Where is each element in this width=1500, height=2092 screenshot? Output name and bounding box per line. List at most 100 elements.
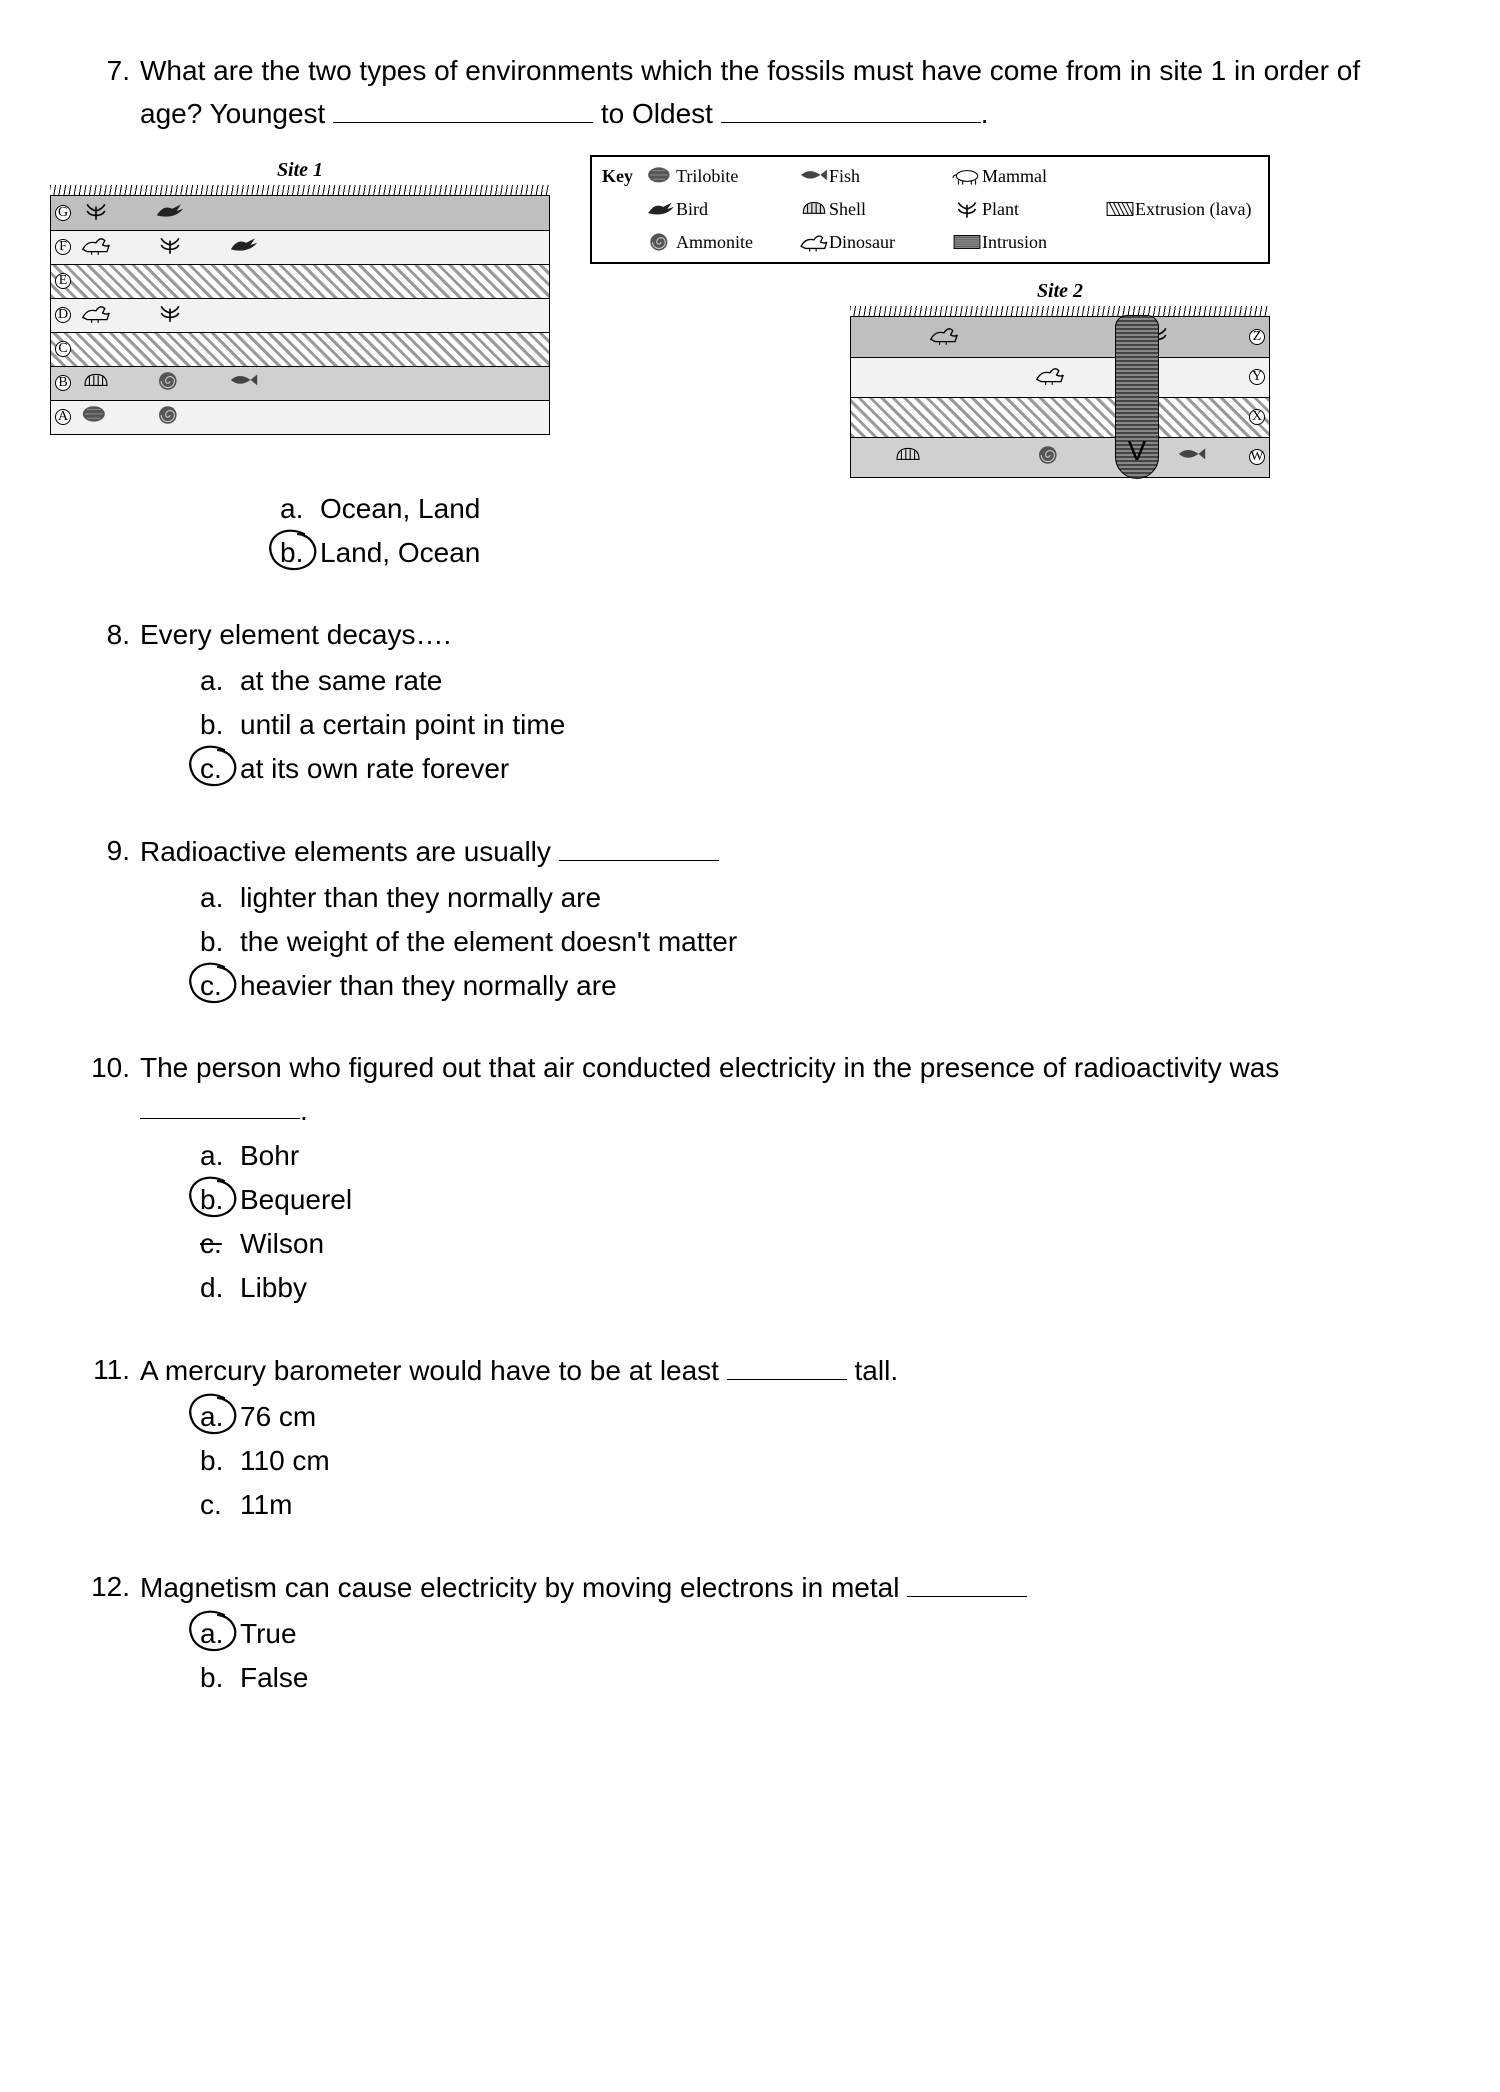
q11-blank[interactable]	[727, 1349, 847, 1380]
opt-text: Bequerel	[240, 1179, 352, 1221]
q8-option-c[interactable]: c. at its own rate forever	[200, 748, 1430, 790]
stratum-F: F	[51, 230, 549, 264]
stratum-B: B	[51, 366, 549, 400]
stratigraphy-diagram: Site 1 GFEDCBA KeyTrilobiteFishMammalBir…	[50, 155, 1430, 478]
stratum-G: G	[51, 196, 549, 230]
q12-number: 12.	[90, 1566, 140, 1609]
stratum-D: D	[51, 298, 549, 332]
stratum-tag: D	[55, 307, 71, 323]
opt-text: Ocean, Land	[320, 488, 480, 530]
opt-letter: a.	[280, 493, 303, 524]
q8-text: Every element decays….	[140, 614, 451, 656]
stratum-C: C	[51, 332, 549, 366]
stratum-tag: E	[55, 273, 71, 289]
opt-letter: c.	[200, 753, 222, 784]
stratum-E: E	[51, 264, 549, 298]
q9-text: Radioactive elements are usually	[140, 830, 719, 873]
q8-option-a[interactable]: a. at the same rate	[200, 660, 1430, 702]
q12-text: Magnetism can cause electricity by movin…	[140, 1566, 1027, 1609]
key-label: Key	[602, 163, 646, 190]
opt-letter: b.	[200, 926, 223, 957]
stratum-tag: G	[55, 205, 71, 221]
stratum-Z: Z	[851, 317, 1269, 357]
stratum-W: W	[851, 437, 1269, 477]
opt-letter: b.	[200, 1662, 223, 1693]
opt-text: at the same rate	[240, 660, 442, 702]
opt-letter: b.	[200, 709, 223, 740]
dinosaur-icon	[79, 294, 113, 336]
q7-text: What are the two types of environments w…	[140, 50, 1430, 135]
opt-text: Wilson	[240, 1223, 324, 1265]
opt-letter: a.	[200, 1140, 223, 1171]
opt-letter: a.	[200, 665, 223, 696]
q10-blank[interactable]	[140, 1089, 300, 1120]
opt-text: until a certain point in time	[240, 704, 565, 746]
opt-letter: b.	[200, 1445, 223, 1476]
q7-text-b: to Oldest	[601, 98, 713, 129]
q10-option-d[interactable]: d. Libby	[200, 1267, 1430, 1309]
opt-letter: a.	[200, 882, 223, 913]
ammonite-icon	[153, 396, 187, 438]
intrusion-body: V	[1115, 315, 1159, 479]
q11-option-c[interactable]: c.11m	[200, 1484, 1430, 1526]
site2-title: Site 2	[850, 276, 1270, 306]
stratum-Y: Y	[851, 357, 1269, 397]
stratum-tag: X	[1249, 409, 1265, 425]
q9-blank[interactable]	[559, 830, 719, 861]
q7-blank-1[interactable]	[333, 92, 593, 123]
opt-letter: c.	[200, 970, 222, 1001]
stratum-tag: C	[55, 341, 71, 357]
opt-letter: d.	[200, 1272, 223, 1303]
q7-blank-2[interactable]	[721, 92, 981, 123]
ammonite-icon	[1033, 436, 1067, 478]
opt-letter: b.	[200, 1184, 223, 1215]
fish-icon	[1175, 436, 1209, 478]
opt-letter: c.	[200, 1228, 222, 1259]
opt-letter: a.	[200, 1401, 223, 1432]
opt-text: Land, Ocean	[320, 532, 480, 574]
q12-blank[interactable]	[907, 1566, 1027, 1597]
site-1-column: Site 1 GFEDCBA	[50, 155, 550, 435]
q8-option-b[interactable]: b. until a certain point in time	[200, 704, 1430, 746]
q11-option-a[interactable]: a. 76 cm	[200, 1396, 1430, 1438]
q9-option-a[interactable]: a.lighter than they normally are	[200, 877, 1430, 919]
opt-text: True	[240, 1613, 297, 1655]
q9-option-b[interactable]: b. the weight of the element doesn't matt…	[200, 921, 1430, 963]
stratum-tag: F	[55, 239, 71, 255]
q10-number: 10.	[90, 1047, 140, 1132]
stratum-tag: Z	[1249, 329, 1265, 345]
q7-number: 7.	[90, 50, 140, 135]
opt-letter: a.	[200, 1618, 223, 1649]
opt-text: the weight of the element doesn't matter	[240, 921, 737, 963]
q10-option-b[interactable]: b. Bequerel	[200, 1179, 1430, 1221]
question-12: 12. Magnetism can cause electricity by m…	[90, 1566, 1430, 1699]
shell-icon	[891, 436, 925, 478]
opt-text: False	[240, 1657, 308, 1699]
question-11: 11. A mercury barometer would have to be…	[90, 1349, 1430, 1526]
dinosaur-icon	[1033, 356, 1067, 398]
question-list: 7. What are the two types of environment…	[90, 50, 1430, 1699]
q12-option-b[interactable]: b. False	[200, 1657, 1430, 1699]
question-8: 8. Every element decays…. a.at the same …	[90, 614, 1430, 790]
site1-strata: GFEDCBA	[50, 195, 550, 435]
q10-text: The person who figured out that air cond…	[140, 1047, 1430, 1132]
q7-option-a[interactable]: a. Ocean, Land	[280, 488, 1430, 530]
stratum-X: X	[851, 397, 1269, 437]
q10-option-a[interactable]: a.Bohr	[200, 1135, 1430, 1177]
q12-option-a[interactable]: a. True	[200, 1613, 1430, 1655]
opt-text: at its own rate forever	[240, 748, 509, 790]
stratum-tag: Y	[1249, 369, 1265, 385]
opt-text: heavier than they normally are	[240, 965, 617, 1007]
q10-option-c[interactable]: c. Wilson	[200, 1223, 1430, 1265]
opt-letter: b.	[280, 537, 303, 568]
opt-text: 11m	[240, 1484, 292, 1526]
stratum-tag: B	[55, 375, 71, 391]
legend-key: KeyTrilobiteFishMammalBirdShellPlantExtr…	[590, 155, 1270, 264]
q9-option-c[interactable]: c. heavier than they normally are	[200, 965, 1430, 1007]
opt-text: Libby	[240, 1267, 307, 1309]
opt-text: 76 cm	[240, 1396, 316, 1438]
q11-text: A mercury barometer would have to be at …	[140, 1349, 898, 1392]
q7-option-b[interactable]: b. Land, Ocean	[280, 532, 1430, 574]
opt-text: 110 cm	[240, 1440, 330, 1482]
q11-option-b[interactable]: b. 110 cm	[200, 1440, 1430, 1482]
